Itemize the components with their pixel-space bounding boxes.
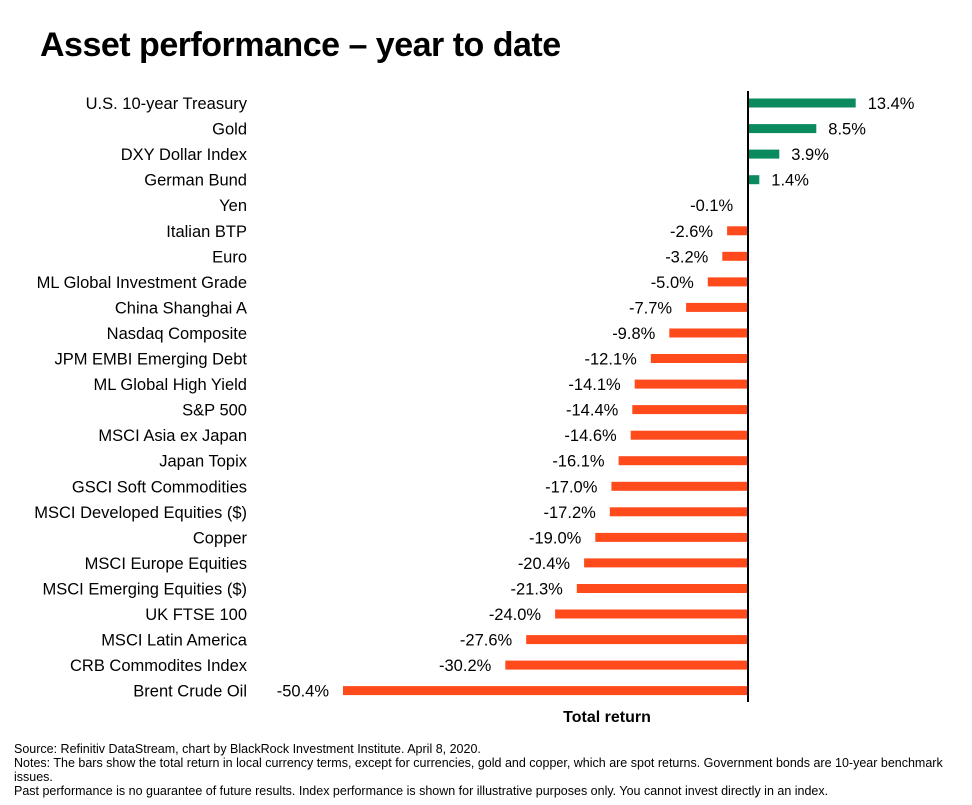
data-label: 13.4% (868, 95, 915, 113)
category-label: MSCI Developed Equities ($) (34, 504, 247, 522)
category-label: MSCI Europe Equities (85, 555, 247, 573)
bar (748, 124, 817, 134)
category-label: GSCI Soft Commodities (72, 478, 247, 496)
category-labels: U.S. 10-year Treasury Gold DXY Dollar Inde… (34, 95, 248, 701)
data-label: 3.9% (791, 146, 829, 164)
data-label: -20.4% (518, 555, 571, 573)
data-label: -14.6% (564, 427, 617, 445)
category-label: Italian BTP (166, 223, 247, 241)
bar (632, 405, 748, 415)
data-label: -30.2% (439, 657, 492, 675)
bar (630, 430, 748, 440)
bar (722, 251, 748, 261)
bar (707, 277, 748, 287)
data-label: -0.1% (690, 197, 733, 215)
value-labels: 13.4%8.5% 3.9% 1.4% -0.1% -2.6% -3.2% -5.0% -7.… (277, 95, 915, 701)
bar (618, 456, 748, 466)
data-label: -7.7% (629, 299, 672, 317)
bar (576, 584, 748, 593)
footer-notes: Source: Refinitiv DataStream, chart by B… (14, 742, 944, 798)
category-label: MSCI Latin America (101, 632, 248, 650)
bar-chart: U.S. 10-year Treasury Gold DXY Dollar Inde… (34, 91, 915, 726)
category-label: Copper (193, 529, 248, 547)
category-label: Yen (219, 197, 247, 215)
source-note: Source: Refinitiv DataStream, chart by B… (14, 742, 481, 756)
bar (686, 302, 748, 312)
data-label: -24.0% (489, 606, 542, 624)
category-label: CRB Commodites Index (70, 657, 248, 675)
bar (505, 660, 748, 670)
category-label: ML Global High Yield (94, 376, 247, 394)
category-label: Japan Topix (159, 453, 248, 471)
category-label: German Bund (144, 172, 247, 190)
data-label: 8.5% (828, 121, 866, 139)
bar (748, 98, 856, 108)
bar (748, 149, 780, 159)
data-label: -3.2% (665, 248, 708, 266)
bar (526, 635, 748, 645)
bar (343, 686, 748, 696)
data-label: -2.6% (670, 223, 713, 241)
category-label: Gold (212, 121, 247, 139)
disclaimer-text: Past performance is no guarantee of futu… (14, 784, 829, 798)
bar (669, 328, 749, 338)
data-label: -16.1% (552, 453, 605, 471)
category-label: U.S. 10-year Treasury (86, 95, 248, 113)
category-label: China Shanghai A (115, 299, 247, 317)
category-label: JPM EMBI Emerging Debt (54, 351, 247, 369)
bar (748, 175, 760, 185)
category-label: MSCI Asia ex Japan (98, 427, 247, 445)
data-label: -14.4% (566, 402, 619, 420)
category-label: DXY Dollar Index (121, 146, 248, 164)
category-label: Euro (212, 248, 247, 266)
bar (634, 379, 748, 389)
data-label: 1.4% (771, 172, 809, 190)
notes-text: Notes: The bars show the total return in… (14, 756, 943, 784)
category-label: Nasdaq Composite (107, 325, 247, 343)
bars-group (343, 98, 856, 696)
category-label: ML Global Investment Grade (37, 274, 247, 292)
data-label: -12.1% (585, 351, 638, 369)
bar (555, 609, 748, 619)
category-label: MSCI Emerging Equities ($) (43, 581, 248, 599)
chart-title: Asset performance – year to date (40, 26, 561, 64)
bar (584, 558, 748, 568)
data-label: -50.4% (277, 683, 330, 701)
data-label: -9.8% (612, 325, 655, 343)
data-label: -5.0% (651, 274, 694, 292)
data-label: -14.1% (568, 376, 621, 394)
category-label: S&P 500 (182, 402, 247, 420)
x-axis-label: Total return (563, 709, 651, 726)
category-label: Brent Crude Oil (133, 683, 247, 701)
data-label: -17.0% (545, 478, 598, 496)
data-label: -27.6% (460, 632, 513, 650)
category-label: UK FTSE 100 (145, 606, 247, 624)
bar (611, 481, 748, 491)
data-label: -19.0% (529, 529, 582, 547)
bar (595, 532, 748, 542)
bar (609, 507, 748, 517)
bar (727, 226, 748, 236)
bar (650, 354, 748, 363)
data-label: -17.2% (544, 504, 597, 522)
data-label: -21.3% (511, 581, 564, 599)
